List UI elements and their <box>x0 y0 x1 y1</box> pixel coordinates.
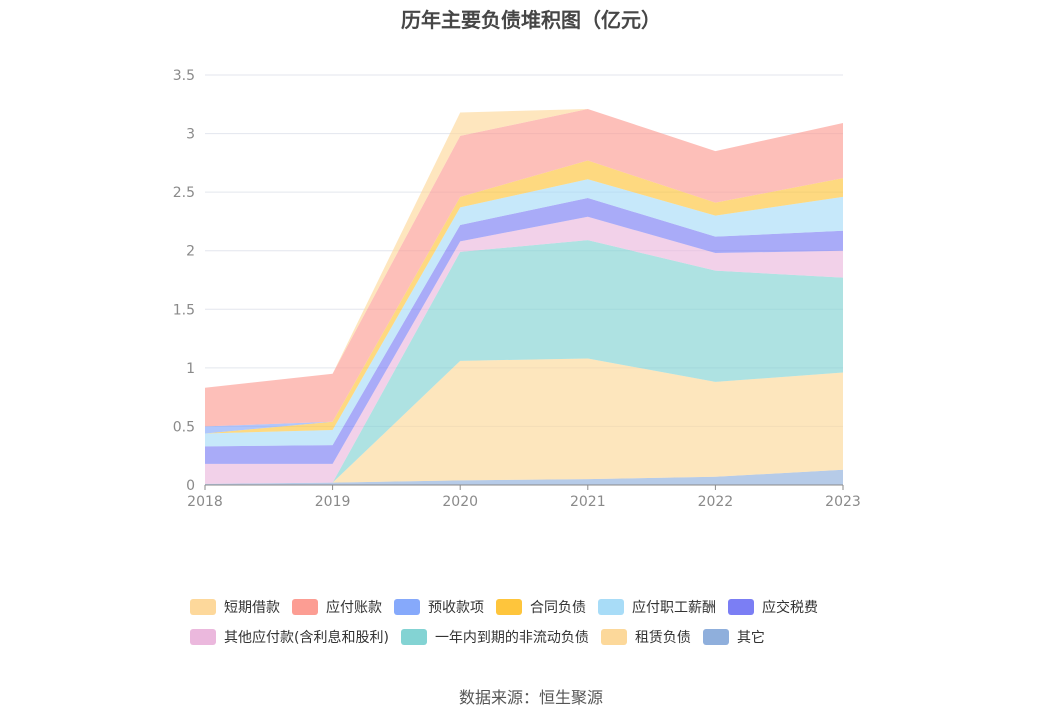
legend-item[interactable]: 应交税费 <box>728 597 818 617</box>
y-tick-label: 2 <box>186 244 195 260</box>
legend-swatch <box>702 629 729 645</box>
legend-swatch <box>292 599 318 615</box>
legend-item[interactable]: 其它 <box>702 627 765 647</box>
legend-item[interactable]: 其他应付款(含利息和股利) <box>190 627 389 647</box>
legend-item[interactable]: 短期借款 <box>190 597 280 617</box>
area-series-其它 <box>205 469 843 485</box>
x-tick-label: 2018 <box>187 494 223 510</box>
legend-label: 短期借款 <box>224 600 280 616</box>
legend-label: 应交税费 <box>762 600 818 616</box>
area-series-应付职工薪酬 <box>205 179 843 447</box>
y-tick-label: 1.5 <box>173 302 195 318</box>
legend-label: 其它 <box>736 630 765 646</box>
area-series-group <box>205 108 843 485</box>
y-tick-label: 0.5 <box>173 419 195 435</box>
area-series-租赁负债 <box>205 358 843 484</box>
area-series-其他应付款(含利息和股利) <box>205 216 843 484</box>
x-tick-label: 2020 <box>442 494 478 510</box>
area-series-一年内到期的非流动负债 <box>205 240 843 484</box>
legend-swatch <box>598 599 624 615</box>
legend-label: 应付账款 <box>326 600 382 616</box>
x-tick-label: 2021 <box>570 494 606 510</box>
legend-item[interactable]: 一年内到期的非流动负债 <box>400 627 589 647</box>
legend-label: 租赁负债 <box>634 630 691 646</box>
x-tick-label: 2019 <box>315 494 351 510</box>
legend-row: 短期借款 应付账款 预收款项 合同负债 应付职工薪酬 应交税费 <box>190 592 890 622</box>
legend-label: 合同负债 <box>530 600 586 616</box>
legend-swatch <box>600 629 627 645</box>
legend-item[interactable]: 应付职工薪酬 <box>598 597 716 617</box>
legend-item[interactable]: 应付账款 <box>292 597 382 617</box>
legend-swatch <box>728 599 754 615</box>
y-tick-label: 3.5 <box>173 68 195 84</box>
legend-swatch <box>190 629 216 645</box>
legend-label: 一年内到期的非流动负债 <box>434 630 589 646</box>
legend-swatch <box>394 599 420 615</box>
y-tick-label: 3 <box>186 127 195 143</box>
stacked-area-chart: 0 0.5 1 1.5 2 2.5 3 3.5 2018 2019 2020 2021 2022 2023 <box>173 68 861 510</box>
legend-swatch <box>496 599 522 615</box>
y-tick-label: 2.5 <box>173 185 195 201</box>
legend-item[interactable]: 预收款项 <box>394 597 484 617</box>
x-tick-label: 2022 <box>698 494 734 510</box>
legend-row: 其他应付款(含利息和股利) 一年内到期的非流动负债 租赁负债 其它 <box>190 622 890 652</box>
legend-label: 预收款项 <box>428 600 484 616</box>
legend-item[interactable]: 租赁负债 <box>600 627 691 647</box>
chart-legend: 短期借款 应付账款 预收款项 合同负债 应付职工薪酬 应交税费 其他应付款(含利息和股利)… <box>190 592 890 652</box>
legend-label: 应付职工薪酬 <box>632 600 716 616</box>
x-tick-label: 2023 <box>825 494 861 510</box>
legend-item[interactable]: 合同负债 <box>496 597 586 617</box>
legend-swatch <box>190 599 216 615</box>
y-tick-label: 1 <box>186 361 195 377</box>
chart-title: 历年主要负债堆积图（亿元） <box>401 8 661 32</box>
legend-label: 其他应付款(含利息和股利) <box>224 630 389 646</box>
y-tick-label: 0 <box>186 478 195 494</box>
data-source-note: 数据来源：恒生聚源 <box>458 688 603 707</box>
area-series-应付账款 <box>205 108 843 427</box>
area-series-应交税费 <box>205 198 843 464</box>
legend-swatch <box>400 629 427 645</box>
